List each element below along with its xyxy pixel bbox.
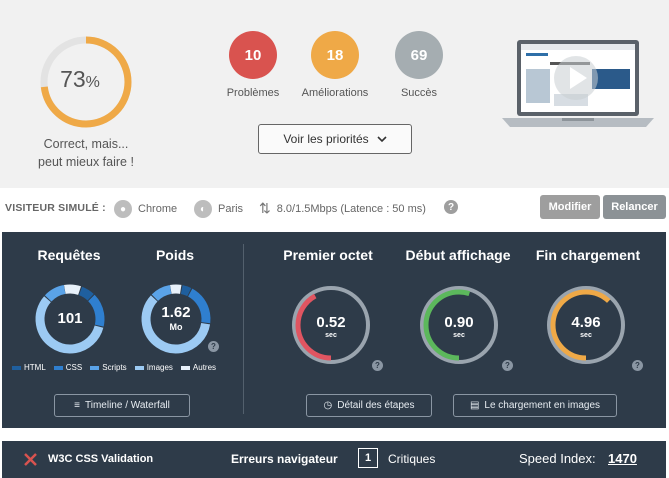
- score-gauge: [40, 36, 132, 128]
- timeline-icon: ≡: [74, 400, 80, 411]
- critical-label: Critiques: [388, 452, 436, 466]
- load-gauge: [547, 286, 625, 364]
- verdict-line-1: Correct, mais...: [43, 137, 129, 151]
- browser-name: Chrome: [138, 203, 178, 215]
- loading-images-label: Le chargement en images: [484, 400, 601, 411]
- help-icon[interactable]: ?: [444, 200, 458, 214]
- footer-bar: [2, 441, 666, 478]
- weight-title: Poids: [155, 247, 195, 263]
- visitor-bandwidth: ⇅ 8.0/1.5Mbps (Latence : 50 ms): [259, 200, 426, 217]
- start-render-help-icon[interactable]: ?: [502, 360, 513, 371]
- requests-value: 101: [57, 310, 83, 327]
- legend-item-others: Autres: [180, 363, 216, 372]
- legend-item-css: CSS: [53, 363, 82, 372]
- requests-title: Requêtes: [37, 247, 101, 263]
- first-byte-title: Premier octet: [283, 247, 373, 263]
- weight-unit: Mo: [169, 322, 183, 332]
- modify-button[interactable]: Modifier: [540, 195, 600, 219]
- verdict-line-2: peut mieux faire !: [38, 155, 134, 169]
- weight-value: 1.62: [161, 304, 191, 321]
- panel-divider: [243, 244, 244, 414]
- legend-item-html: HTML: [12, 363, 46, 372]
- problems-count-badge[interactable]: 10: [229, 31, 277, 79]
- loading-images-button[interactable]: ▤ Le chargement en images: [453, 394, 617, 417]
- chevron-down-icon: [377, 135, 387, 142]
- visitor-browser: ● Chrome: [114, 200, 177, 218]
- timeline-label: Timeline / Waterfall: [85, 400, 170, 411]
- up-down-arrows-icon: ⇅: [259, 200, 271, 216]
- load-title: Fin chargement: [535, 247, 641, 263]
- step-details-label: Détail des étapes: [337, 400, 415, 411]
- timeline-waterfall-button[interactable]: ≡ Timeline / Waterfall: [54, 394, 190, 417]
- clock-icon: ◷: [323, 400, 333, 411]
- improvements-count-badge[interactable]: 18: [311, 31, 359, 79]
- score-verdict: Correct, mais... peut mieux faire !: [22, 135, 150, 171]
- close-x-icon: [24, 453, 37, 466]
- score-value: 73%: [60, 66, 100, 92]
- requests-donut: [35, 284, 105, 354]
- visitor-label: VISITEUR SIMULÉ :: [5, 202, 106, 214]
- view-priorities-button[interactable]: Voir les priorités: [258, 124, 412, 154]
- improvements-label: Améliorations: [301, 87, 369, 99]
- globe-icon: ◐: [194, 200, 212, 218]
- browser-errors-count[interactable]: 1: [358, 448, 378, 468]
- problems-label: Problèmes: [226, 87, 280, 99]
- visitor-location: ◐ Paris: [194, 200, 243, 218]
- load-help-icon[interactable]: ?: [632, 360, 643, 371]
- step-details-button[interactable]: ◷ Détail des étapes: [306, 394, 432, 417]
- first-byte-unit: sec: [325, 332, 337, 339]
- speed-index-label: Speed Index:: [519, 451, 596, 466]
- bandwidth-text: 8.0/1.5Mbps (Latence : 50 ms): [276, 202, 426, 215]
- start-render-value: 0.90: [444, 314, 474, 331]
- start-render-arc: [423, 289, 495, 361]
- speed-index-value[interactable]: 1470: [608, 451, 637, 466]
- rerun-button[interactable]: Relancer: [603, 195, 666, 219]
- success-label: Succès: [400, 87, 438, 99]
- browser-errors-label: Erreurs navigateur: [231, 452, 338, 466]
- start-render-unit: sec: [453, 332, 465, 339]
- location-name: Paris: [218, 203, 244, 215]
- load-arc: [550, 289, 622, 361]
- first-byte-help-icon[interactable]: ?: [372, 360, 383, 371]
- w3c-validation-link[interactable]: W3C CSS Validation: [48, 453, 154, 465]
- first-byte-value: 0.52: [316, 314, 346, 331]
- chrome-icon: ●: [114, 200, 132, 218]
- weight-help-icon[interactable]: ?: [208, 341, 219, 352]
- load-unit: sec: [580, 332, 592, 339]
- page-screenshot-thumbnail[interactable]: [500, 36, 656, 132]
- weight-donut: [141, 284, 211, 354]
- view-priorities-label: Voir les priorités: [283, 132, 369, 146]
- load-value: 4.96: [571, 314, 601, 331]
- first-byte-arc: [295, 289, 367, 361]
- start-render-gauge: [420, 286, 498, 364]
- first-byte-gauge: [292, 286, 370, 364]
- resource-legend: HTML CSS Scripts Images Autres: [12, 363, 232, 372]
- score-arc: [40, 36, 132, 128]
- legend-item-scripts: Scripts: [90, 363, 127, 372]
- start-render-title: Début affichage: [405, 247, 511, 263]
- film-icon: ▤: [469, 400, 480, 411]
- legend-item-images: Images: [134, 363, 173, 372]
- success-count-badge[interactable]: 69: [395, 31, 443, 79]
